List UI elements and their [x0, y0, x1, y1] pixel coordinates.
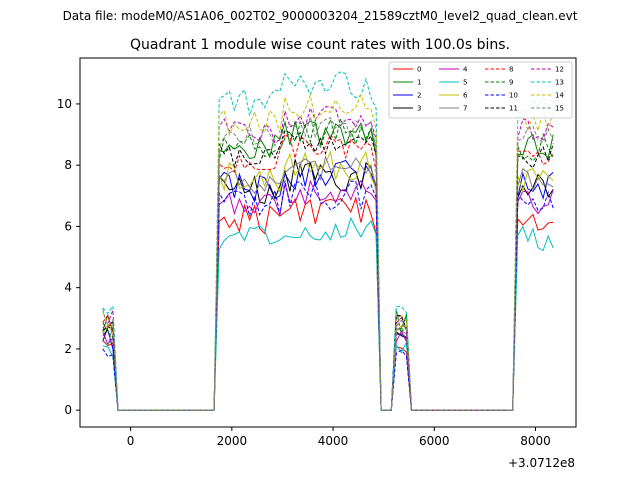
- legend-label-15: 15: [555, 105, 564, 113]
- y-tick-label: 6: [64, 219, 72, 233]
- x-tick-label: 8000: [520, 434, 551, 448]
- legend-label-11: 11: [509, 105, 518, 113]
- legend-label-5: 5: [463, 79, 467, 87]
- legend-label-14: 14: [555, 92, 564, 100]
- series-layer: [102, 71, 554, 411]
- series-line-15: [102, 116, 554, 411]
- legend-label-7: 7: [463, 105, 467, 113]
- legend-label-2: 2: [417, 92, 421, 100]
- y-axis: 0 2 4 6 8 10: [57, 97, 80, 417]
- legend-label-1: 1: [417, 79, 421, 87]
- legend-label-12: 12: [555, 66, 564, 74]
- x-tick-label: 0: [127, 434, 135, 448]
- legend-label-3: 3: [417, 105, 421, 113]
- x-offset-label: +3.0712e8: [508, 456, 575, 470]
- x-tick-label: 2000: [217, 434, 248, 448]
- chart-title: Quadrant 1 module wise count rates with …: [130, 37, 510, 53]
- plot-frame: [79, 57, 577, 428]
- y-tick-label: 8: [64, 158, 72, 172]
- legend-box: [388, 61, 573, 119]
- legend-label-13: 13: [555, 79, 564, 87]
- x-tick-label: 4000: [318, 434, 349, 448]
- legend-label-6: 6: [463, 92, 468, 100]
- figure-suptitle: Data file: modeM0/AS1A06_002T02_90000032…: [63, 9, 578, 23]
- y-tick-label: 0: [64, 403, 72, 417]
- y-tick-label: 10: [57, 97, 72, 111]
- legend-label-8: 8: [509, 66, 513, 74]
- y-tick-label: 4: [64, 281, 72, 295]
- x-axis: 0 2000 4000 6000 8000: [127, 427, 551, 448]
- legend-label-0: 0: [417, 66, 421, 74]
- legend-label-9: 9: [509, 79, 513, 87]
- x-tick-label: 6000: [419, 434, 450, 448]
- y-tick-label: 2: [64, 342, 72, 356]
- legend-label-4: 4: [463, 66, 468, 74]
- legend-label-10: 10: [509, 92, 518, 100]
